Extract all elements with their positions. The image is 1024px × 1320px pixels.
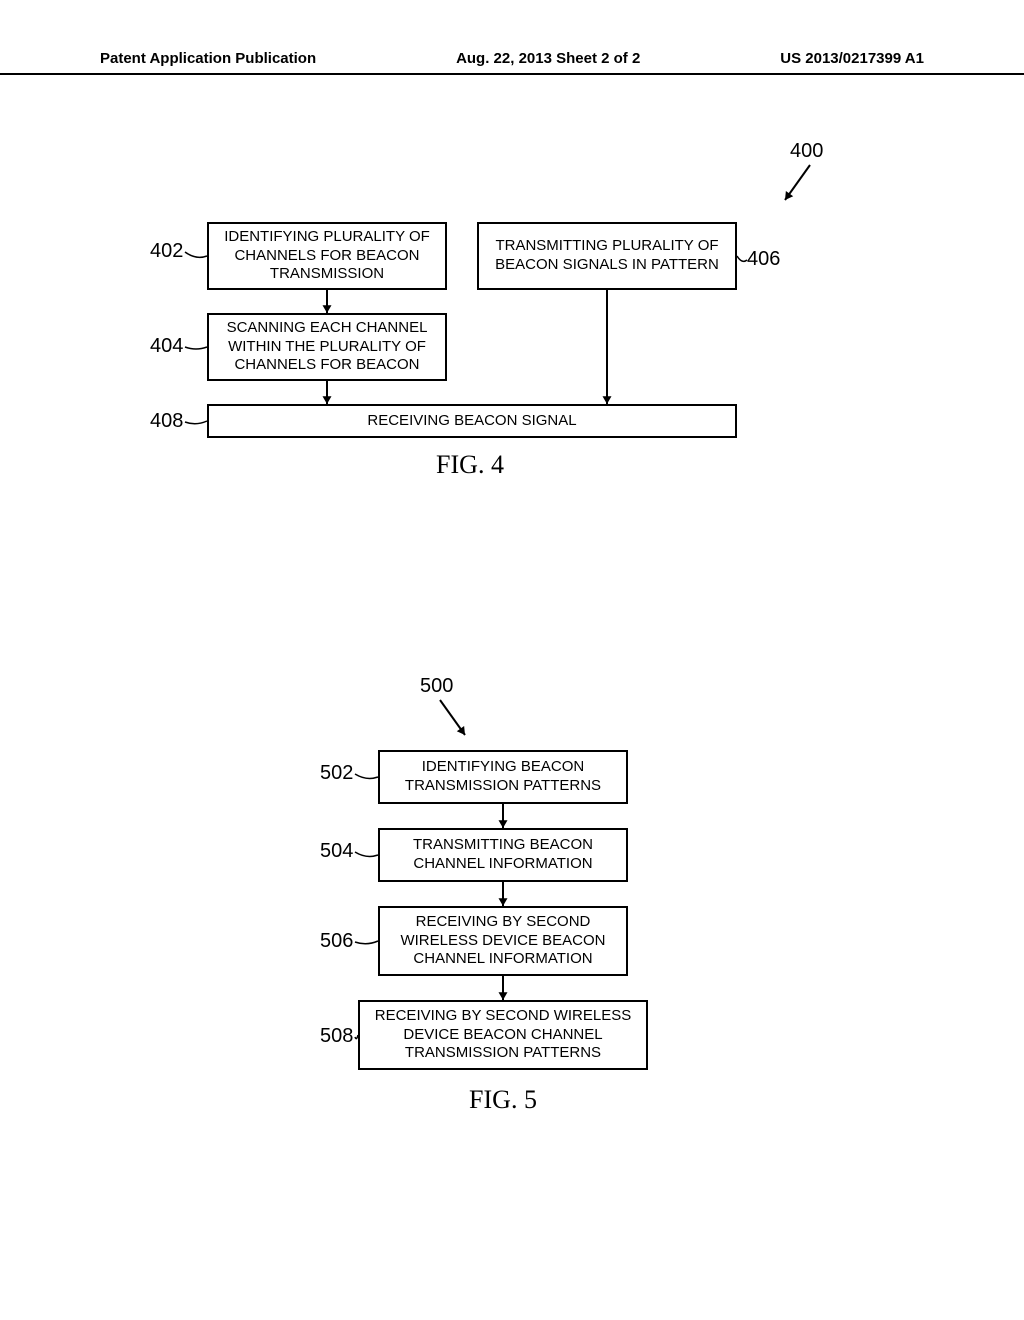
header-center: Aug. 22, 2013 Sheet 2 of 2 [456, 50, 640, 67]
box-506: RECEIVING BY SECONDWIRELESS DEVICE BEACO… [378, 906, 628, 976]
header-left: Patent Application Publication [100, 50, 316, 67]
box-406: TRANSMITTING PLURALITY OFBEACON SIGNALS … [477, 222, 737, 290]
ref-508: 508 [320, 1025, 353, 1048]
fig5-label: FIG. 5 [469, 1085, 537, 1115]
box-402: IDENTIFYING PLURALITY OFCHANNELS FOR BEA… [207, 222, 447, 290]
header-right: US 2013/0217399 A1 [780, 50, 924, 67]
ref-402: 402 [150, 240, 183, 263]
ref-502: 502 [320, 762, 353, 785]
ref-404: 404 [150, 335, 183, 358]
box-504: TRANSMITTING BEACONCHANNEL INFORMATION [378, 828, 628, 882]
page-header: Patent Application Publication Aug. 22, … [0, 50, 1024, 75]
box-508: RECEIVING BY SECOND WIRELESSDEVICE BEACO… [358, 1000, 648, 1070]
arrow-406-408 [595, 278, 619, 416]
ref-406: 406 [747, 248, 780, 271]
ref-504: 504 [320, 840, 353, 863]
box-502: IDENTIFYING BEACONTRANSMISSION PATTERNS [378, 750, 628, 804]
box-404: SCANNING EACH CHANNELWITHIN THE PLURALIT… [207, 313, 447, 381]
ref-506: 506 [320, 930, 353, 953]
fig4-label: FIG. 4 [436, 450, 504, 480]
box-408: RECEIVING BEACON SIGNAL [207, 404, 737, 438]
ref-408: 408 [150, 410, 183, 433]
ref-500: 500 [420, 675, 453, 698]
ref-400: 400 [790, 140, 823, 163]
